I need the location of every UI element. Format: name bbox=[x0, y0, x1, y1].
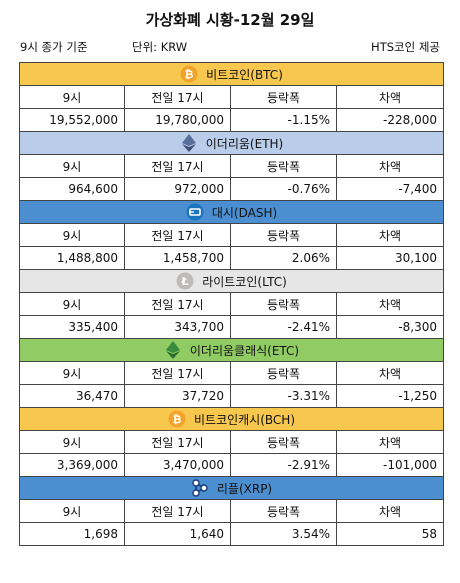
col-change-pct: 등락폭 bbox=[231, 500, 337, 522]
table-row: 3,369,000 3,470,000 -2.91% -101,000 bbox=[20, 454, 444, 477]
coin-name: 대시(DASH) bbox=[211, 205, 278, 220]
coin-name: 이더리움(ETH) bbox=[205, 136, 284, 151]
dash-icon bbox=[186, 203, 204, 221]
price-table: ₿ 비트코인(BTC) 9시 전일 17시 등락폭 차액 19,552,000 … bbox=[19, 62, 444, 546]
coin-header-dash: 대시(DASH) bbox=[20, 201, 444, 224]
price-now: 1,698 bbox=[20, 523, 125, 545]
coin-name: 라이트코인(LTC) bbox=[202, 274, 287, 289]
time-basis: 9시 종가 기준 bbox=[20, 40, 88, 54]
col-change-pct: 등락폭 bbox=[231, 293, 337, 315]
table-header-row: 9시 전일 17시 등락폭 차액 bbox=[20, 431, 444, 454]
table-row: 19,552,000 19,780,000 -1.15% -228,000 bbox=[20, 109, 444, 132]
col-change-pct: 등락폭 bbox=[231, 155, 337, 177]
col-change-pct: 등락폭 bbox=[231, 431, 337, 453]
table-row: 964,600 972,000 -0.76% -7,400 bbox=[20, 178, 444, 201]
price-prev: 37,720 bbox=[125, 385, 231, 407]
col-difference: 차액 bbox=[337, 86, 444, 108]
ethereum-classic-icon bbox=[164, 341, 182, 359]
ethereum-icon bbox=[180, 134, 198, 152]
difference: -101,000 bbox=[337, 454, 444, 476]
price-now: 964,600 bbox=[20, 178, 125, 200]
price-now: 335,400 bbox=[20, 316, 125, 338]
col-9am: 9시 bbox=[20, 293, 125, 315]
price-prev: 3,470,000 bbox=[125, 454, 231, 476]
svg-text:Ł: Ł bbox=[181, 275, 189, 288]
table-row: 335,400 343,700 -2.41% -8,300 bbox=[20, 316, 444, 339]
col-9am: 9시 bbox=[20, 86, 125, 108]
coin-header-eth: 이더리움(ETH) bbox=[20, 132, 444, 155]
price-now: 36,470 bbox=[20, 385, 125, 407]
table-row: 1,488,800 1,458,700 2.06% 30,100 bbox=[20, 247, 444, 270]
col-9am: 9시 bbox=[20, 224, 125, 246]
difference: -1,250 bbox=[337, 385, 444, 407]
change-pct: -0.76% bbox=[231, 178, 337, 200]
bitcoin-cash-icon: ₿ bbox=[168, 410, 186, 428]
bitcoin-icon: ₿ bbox=[180, 65, 198, 83]
col-change-pct: 등락폭 bbox=[231, 224, 337, 246]
col-difference: 차액 bbox=[337, 155, 444, 177]
change-pct: -2.91% bbox=[231, 454, 337, 476]
table-header-row: 9시 전일 17시 등락폭 차액 bbox=[20, 224, 444, 247]
price-now: 3,369,000 bbox=[20, 454, 125, 476]
change-pct: -1.15% bbox=[231, 109, 337, 131]
col-change-pct: 등락폭 bbox=[231, 86, 337, 108]
coin-header-etc: 이더리움클래식(ETC) bbox=[20, 339, 444, 362]
col-9am: 9시 bbox=[20, 500, 125, 522]
currency-unit: 단위: KRW bbox=[132, 40, 188, 54]
price-now: 19,552,000 bbox=[20, 109, 125, 131]
col-prev-5pm: 전일 17시 bbox=[125, 431, 231, 453]
col-9am: 9시 bbox=[20, 362, 125, 384]
table-header-row: 9시 전일 17시 등락폭 차액 bbox=[20, 500, 444, 523]
col-prev-5pm: 전일 17시 bbox=[125, 155, 231, 177]
col-prev-5pm: 전일 17시 bbox=[125, 500, 231, 522]
col-9am: 9시 bbox=[20, 431, 125, 453]
col-9am: 9시 bbox=[20, 155, 125, 177]
coin-header-ltc: Ł 라이트코인(LTC) bbox=[20, 270, 444, 293]
table-header-row: 9시 전일 17시 등락폭 차액 bbox=[20, 86, 444, 109]
difference: -8,300 bbox=[337, 316, 444, 338]
page-title: 가상화폐 시황-12월 29일 bbox=[145, 11, 315, 29]
col-difference: 차액 bbox=[337, 431, 444, 453]
col-difference: 차액 bbox=[337, 224, 444, 246]
ripple-icon bbox=[191, 479, 209, 497]
difference: 58 bbox=[337, 523, 444, 545]
change-pct: 2.06% bbox=[231, 247, 337, 269]
col-prev-5pm: 전일 17시 bbox=[125, 293, 231, 315]
table-header-row: 9시 전일 17시 등락폭 차액 bbox=[20, 155, 444, 178]
coin-name: 비트코인캐시(BCH) bbox=[193, 412, 296, 427]
price-prev: 1,458,700 bbox=[125, 247, 231, 269]
col-prev-5pm: 전일 17시 bbox=[125, 362, 231, 384]
change-pct: -2.41% bbox=[231, 316, 337, 338]
coin-name: 이더리움클래식(ETC) bbox=[189, 343, 300, 358]
table-row: 1,698 1,640 3.54% 58 bbox=[20, 523, 444, 546]
table-row: 36,470 37,720 -3.31% -1,250 bbox=[20, 385, 444, 408]
col-difference: 차액 bbox=[337, 500, 444, 522]
coin-header-btc: ₿ 비트코인(BTC) bbox=[20, 63, 444, 86]
svg-text:₿: ₿ bbox=[173, 413, 182, 426]
data-source: HTS코인 제공 bbox=[371, 40, 440, 54]
coin-name: 리플(XRP) bbox=[216, 481, 273, 496]
price-prev: 1,640 bbox=[125, 523, 231, 545]
price-now: 1,488,800 bbox=[20, 247, 125, 269]
price-prev: 19,780,000 bbox=[125, 109, 231, 131]
col-prev-5pm: 전일 17시 bbox=[125, 86, 231, 108]
price-prev: 343,700 bbox=[125, 316, 231, 338]
col-difference: 차액 bbox=[337, 362, 444, 384]
coin-header-xrp: 리플(XRP) bbox=[20, 477, 444, 500]
col-prev-5pm: 전일 17시 bbox=[125, 224, 231, 246]
table-header-row: 9시 전일 17시 등락폭 차액 bbox=[20, 362, 444, 385]
coin-name: 비트코인(BTC) bbox=[206, 67, 283, 82]
svg-text:₿: ₿ bbox=[185, 68, 194, 81]
difference: 30,100 bbox=[337, 247, 444, 269]
difference: -228,000 bbox=[337, 109, 444, 131]
change-pct: 3.54% bbox=[231, 523, 337, 545]
difference: -7,400 bbox=[337, 178, 444, 200]
price-prev: 972,000 bbox=[125, 178, 231, 200]
litecoin-icon: Ł bbox=[176, 272, 194, 290]
col-difference: 차액 bbox=[337, 293, 444, 315]
change-pct: -3.31% bbox=[231, 385, 337, 407]
table-header-row: 9시 전일 17시 등락폭 차액 bbox=[20, 293, 444, 316]
coin-header-bch: ₿ 비트코인캐시(BCH) bbox=[20, 408, 444, 431]
col-change-pct: 등락폭 bbox=[231, 362, 337, 384]
